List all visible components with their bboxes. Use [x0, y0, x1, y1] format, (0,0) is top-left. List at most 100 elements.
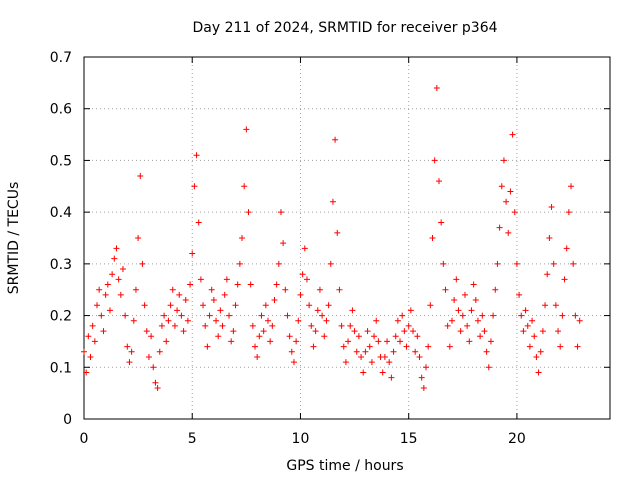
data-point	[529, 317, 536, 324]
data-point	[399, 312, 406, 319]
data-point	[537, 348, 544, 355]
data-point	[390, 348, 397, 355]
data-point	[435, 178, 442, 185]
data-point	[301, 245, 308, 252]
data-point	[219, 322, 226, 329]
data-point	[221, 291, 228, 298]
data-point	[557, 343, 564, 350]
data-point	[459, 312, 466, 319]
data-point	[539, 328, 546, 335]
data-point	[526, 343, 533, 350]
data-point	[477, 333, 484, 340]
data-point	[388, 374, 395, 381]
axis-ticks: 0 0.1 0.2 0.3 0.4 0.5 0.6 0.7 0 5 10 15 20	[50, 50, 610, 447]
data-point	[438, 219, 445, 226]
data-point	[548, 203, 555, 210]
data-point	[165, 317, 172, 324]
data-point	[187, 281, 194, 288]
data-point	[193, 152, 200, 159]
data-point	[111, 255, 118, 262]
data-point	[524, 322, 531, 329]
data-point	[442, 286, 449, 293]
data-point	[472, 297, 479, 304]
y-tick-label: 0.7	[50, 50, 72, 66]
data-point	[555, 328, 562, 335]
data-point	[485, 364, 492, 371]
data-point	[280, 240, 287, 247]
data-point	[113, 245, 120, 252]
data-point	[487, 338, 494, 345]
data-point	[102, 291, 109, 298]
data-point	[277, 209, 284, 216]
data-point	[561, 276, 568, 283]
data-point	[448, 317, 455, 324]
data-point	[319, 312, 326, 319]
data-point	[290, 359, 297, 366]
data-point	[446, 343, 453, 350]
data-point	[503, 198, 510, 205]
data-point	[533, 353, 540, 360]
data-point	[405, 322, 412, 329]
grid-lines	[84, 57, 610, 419]
data-point	[115, 276, 122, 283]
data-point	[479, 312, 486, 319]
data-point	[117, 291, 124, 298]
data-point	[349, 307, 356, 314]
data-point	[154, 384, 161, 391]
x-tick-label: 20	[508, 431, 526, 447]
data-point	[464, 322, 471, 329]
data-point	[202, 322, 209, 329]
data-point	[392, 333, 399, 340]
x-axis-label: GPS time / hours	[286, 458, 403, 474]
data-point	[91, 338, 98, 345]
data-point	[427, 302, 434, 309]
data-point	[135, 235, 142, 241]
data-point	[542, 302, 549, 309]
data-point	[366, 343, 373, 350]
data-point	[397, 338, 404, 345]
data-point	[306, 302, 313, 309]
data-point	[353, 348, 360, 355]
data-points	[81, 85, 583, 391]
data-point	[200, 302, 207, 309]
data-point	[245, 209, 252, 216]
data-point	[420, 384, 427, 391]
data-point	[568, 183, 575, 190]
data-point	[507, 188, 514, 195]
data-point	[394, 317, 401, 324]
data-point	[197, 276, 204, 283]
data-point	[85, 333, 92, 340]
data-point	[217, 307, 224, 314]
data-point	[552, 302, 559, 309]
data-point	[336, 286, 343, 293]
data-point	[518, 312, 525, 319]
data-point	[345, 338, 352, 345]
data-point	[546, 235, 553, 241]
data-point	[364, 328, 371, 335]
data-point	[505, 229, 512, 236]
data-point	[401, 328, 408, 335]
data-point	[236, 260, 243, 267]
data-point	[161, 312, 168, 319]
data-point	[208, 286, 215, 293]
data-point	[455, 307, 462, 314]
data-point	[431, 157, 438, 164]
data-point	[563, 245, 570, 252]
data-point	[559, 312, 566, 319]
data-point	[180, 328, 187, 335]
data-point	[574, 343, 581, 350]
y-tick-label: 0.3	[50, 257, 72, 273]
data-point	[189, 250, 196, 257]
data-point	[271, 297, 278, 304]
data-point	[572, 312, 579, 319]
data-point	[334, 229, 341, 236]
data-point	[232, 302, 239, 309]
data-point	[93, 302, 100, 309]
data-point	[262, 302, 269, 309]
data-point	[213, 317, 220, 324]
data-point	[249, 322, 256, 329]
data-point	[570, 260, 577, 267]
data-point	[407, 307, 414, 314]
data-point	[329, 198, 336, 205]
